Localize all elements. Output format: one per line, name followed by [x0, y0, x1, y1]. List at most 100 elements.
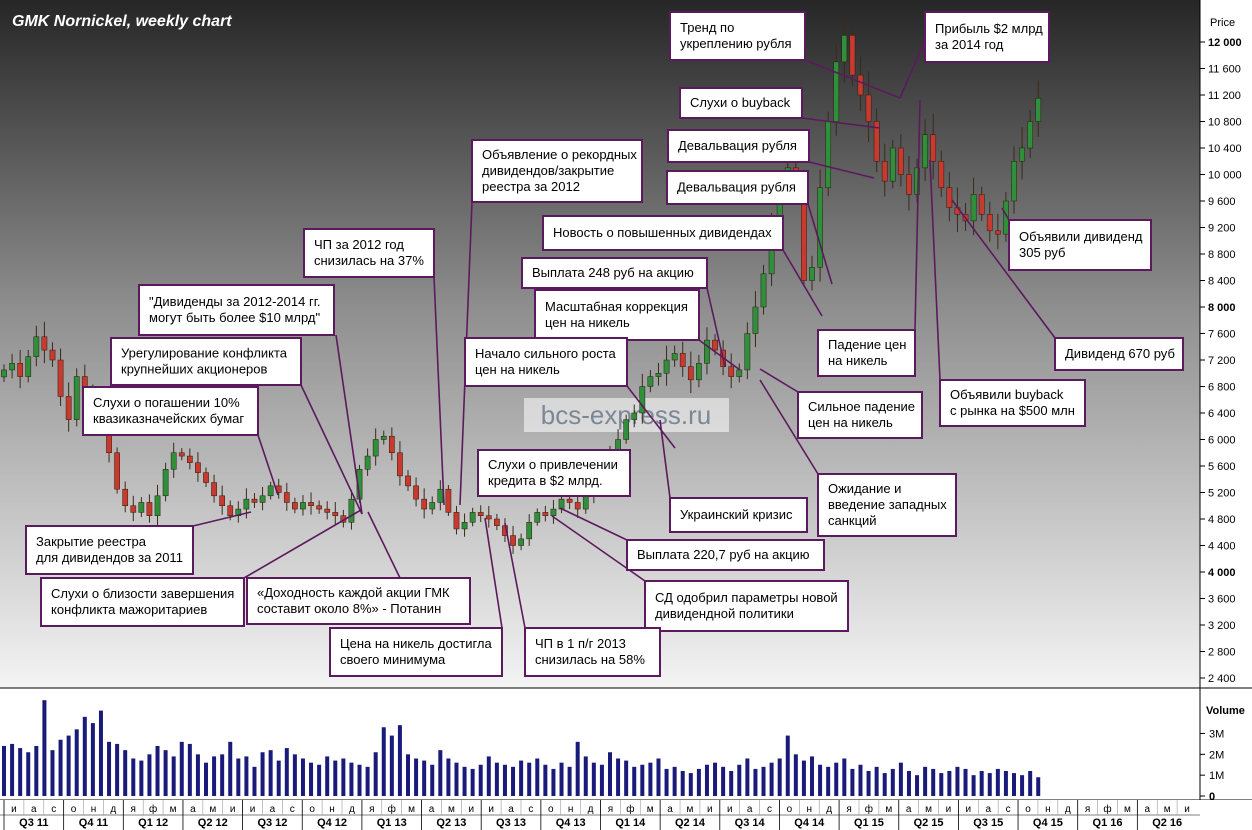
annotation-leader-line — [433, 276, 445, 506]
annotation-box — [246, 577, 471, 625]
candle-body — [534, 512, 541, 523]
candle-body — [1027, 121, 1034, 149]
volume-bar — [793, 754, 798, 796]
price-tick-label: 2 400 — [1208, 673, 1236, 685]
quarter-tick-label: Q2 13 — [436, 817, 466, 829]
candle-body — [938, 161, 945, 188]
volume-bar — [947, 771, 952, 796]
annotation-box — [797, 391, 923, 439]
volume-bar — [195, 754, 200, 796]
annotation-text: на никель — [828, 353, 888, 368]
volume-bar — [866, 771, 871, 796]
candle-body — [154, 495, 161, 516]
annotation-text: за 2014 год — [935, 37, 1004, 52]
volume-bar — [632, 766, 637, 796]
annotation-text: Объявили дивиденд — [1019, 229, 1143, 244]
candle-body — [138, 502, 145, 513]
annotation-box — [329, 627, 503, 677]
volume-bar — [704, 764, 709, 796]
month-tick-label: а — [667, 804, 673, 815]
price-tick-label: 4 000 — [1208, 567, 1236, 579]
volume-bar — [810, 756, 814, 796]
volume-bar — [325, 756, 330, 796]
annotation-text: Выплата 248 руб на акцию — [532, 265, 694, 280]
annotation-box — [817, 473, 957, 537]
volume-tick-label: 1M — [1209, 770, 1224, 782]
volume-bar — [842, 758, 847, 796]
candle-body — [970, 194, 977, 222]
volume-bar — [284, 748, 289, 796]
candle-body — [324, 508, 331, 513]
month-tick-label: с — [767, 804, 772, 815]
month-tick-label: н — [568, 804, 574, 815]
annotation-text: СД одобрил параметры новой — [655, 590, 838, 605]
price-axis-label: Price — [1210, 17, 1235, 29]
volume-bar — [777, 758, 782, 796]
annotation-text: с рынка на $500 млн — [950, 403, 1075, 418]
month-tick-label: и — [727, 804, 733, 815]
volume-bar — [292, 754, 297, 796]
candle-body — [898, 147, 904, 175]
volume-bar — [446, 758, 451, 796]
month-tick-label: н — [329, 804, 335, 815]
volume-bar — [82, 716, 87, 796]
volume-bar — [90, 723, 95, 796]
annotation-box — [667, 129, 810, 163]
price-tick-label: 7 600 — [1208, 329, 1236, 341]
annotation-box — [669, 11, 806, 61]
volume-bar — [220, 754, 225, 796]
volume-bar — [616, 758, 621, 796]
candle-body — [348, 498, 355, 523]
price-tick-label: 9 600 — [1208, 196, 1236, 208]
annotation-text: для дивидендов за 2011 — [36, 550, 183, 565]
annotation-leader-line — [243, 509, 362, 579]
candle-body — [49, 349, 56, 361]
month-tick-label: с — [51, 804, 56, 815]
candle-body — [744, 333, 751, 371]
annotation-text: Девальвация рубля — [678, 138, 797, 153]
volume-bar — [527, 762, 532, 796]
month-tick-label: д — [588, 804, 594, 815]
volume-bar — [42, 700, 47, 796]
annotation-text: Слухи о близости завершения — [51, 586, 234, 601]
volume-bar — [987, 773, 992, 796]
annotation-text: Слухи о погашении 10% — [93, 395, 240, 410]
annotation-callout: Новость о повышенных дивидендах — [542, 215, 784, 251]
annotation-leader-line — [759, 379, 819, 475]
month-tick-label: о — [548, 804, 554, 815]
annotation-text: Объявление о рекордных — [482, 147, 637, 162]
candle-body — [251, 498, 258, 503]
volume-bar — [979, 771, 984, 796]
candle-body — [1, 369, 7, 378]
candle-body — [17, 363, 24, 377]
annotation-text: введение западных — [828, 497, 947, 512]
annotation-box — [25, 525, 194, 575]
candle-body — [704, 339, 710, 364]
volume-bar — [559, 762, 564, 796]
annotation-callout: Слухи о buyback — [679, 87, 803, 119]
quarter-tick-label: Q3 11 — [19, 817, 48, 829]
volume-bar — [406, 754, 410, 796]
candle-body — [994, 230, 1001, 235]
candle-body — [203, 472, 209, 483]
candle-body — [292, 502, 298, 510]
candle-body — [388, 435, 395, 453]
month-tick-label: н — [1045, 804, 1051, 815]
annotation-callout: Слухи о погашении 10%квазиказначейских б… — [82, 386, 259, 436]
volume-bar — [58, 739, 63, 796]
price-tick-label: 8 400 — [1208, 276, 1236, 288]
candle-body — [647, 376, 654, 387]
price-tick-label: 7 200 — [1208, 355, 1236, 367]
month-tick-label: д — [110, 804, 116, 815]
annotation-box — [644, 580, 849, 632]
month-tick-label: и — [250, 804, 256, 815]
quarter-tick-label: Q1 15 — [854, 817, 884, 829]
annotation-text: укреплению рубля — [680, 36, 792, 51]
month-tick-label: а — [270, 804, 276, 815]
annotation-text: Урегулирование конфликта — [121, 346, 288, 361]
